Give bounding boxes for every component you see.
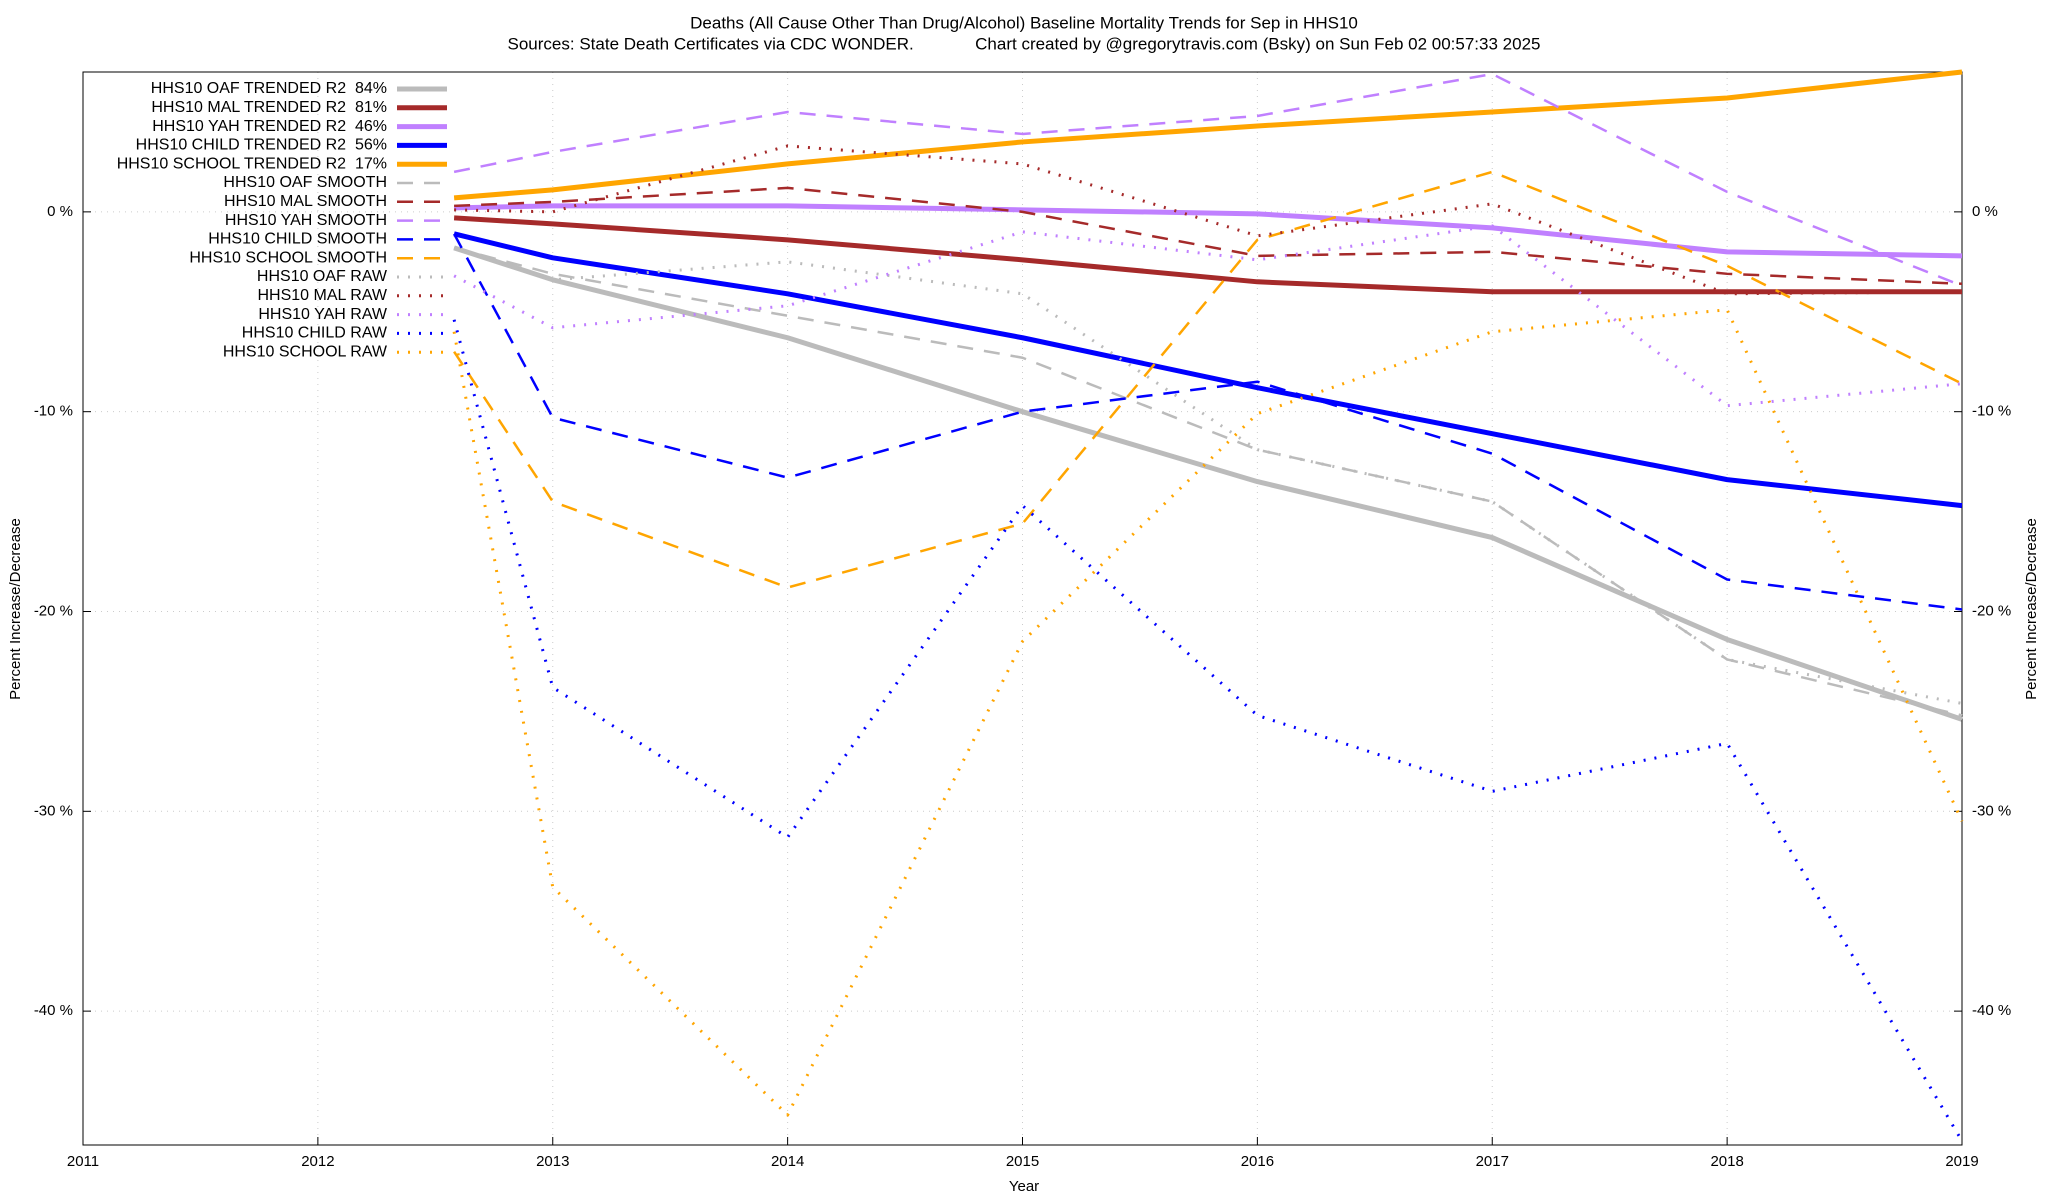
series-line [453, 170, 1963, 589]
legend-label: HHS10 YAH SMOOTH [225, 212, 387, 229]
series-line [454, 203, 1963, 259]
legend-label: HHS10 CHILD SMOOTH [208, 231, 387, 248]
legend-label: HHS10 MAL TRENDED R2 81% [151, 99, 387, 116]
series-line [453, 215, 1962, 295]
chart-subtitle: Sources: State Death Certificates via CD… [508, 34, 1541, 53]
y2-tick-label: 0 % [1972, 203, 1998, 220]
series-line [453, 231, 1963, 509]
x-tick-label: 2015 [1006, 1153, 1039, 1170]
y-tick-label: -10 % [34, 403, 73, 420]
y2-axis-label: Percent Increase/Decrease [2023, 518, 2040, 700]
legend-label: HHS10 MAL RAW [257, 287, 387, 304]
y-tick-label: 0 % [47, 203, 73, 220]
legend-label: HHS10 MAL SMOOTH [224, 193, 387, 210]
x-tick-label: 2014 [771, 1153, 804, 1170]
series-line [453, 246, 1963, 717]
series-line [453, 72, 1963, 287]
x-axis-label: Year [1009, 1178, 1039, 1195]
series-line [454, 186, 1963, 286]
x-tick-label: 2019 [1945, 1153, 1978, 1170]
legend-label: HHS10 SCHOOL RAW [223, 343, 388, 360]
legend-label: HHS10 CHILD TRENDED R2 56% [136, 137, 387, 154]
x-tick-label: 2013 [536, 1153, 569, 1170]
series-line [453, 69, 1963, 201]
legend-label: HHS10 CHILD RAW [242, 325, 388, 342]
series-line [453, 245, 1963, 722]
y-axis-label: Percent Increase/Decrease [7, 518, 24, 700]
series-line [454, 144, 1963, 296]
legend-label: HHS10 SCHOOL TRENDED R2 17% [117, 155, 387, 172]
y2-tick-label: -20 % [1972, 602, 2011, 619]
legend-label: HHS10 YAH TRENDED R2 46% [152, 118, 387, 135]
x-tick-label: 2017 [1476, 1153, 1509, 1170]
y-tick-label: -40 % [34, 1002, 73, 1019]
chart-title: Deaths (All Cause Other Than Drug/Alcoho… [690, 13, 1358, 32]
legend-label: HHS10 OAF RAW [257, 268, 388, 285]
y-tick-label: -30 % [34, 802, 73, 819]
x-tick-label: 2012 [301, 1153, 334, 1170]
legend-label: HHS10 YAH RAW [258, 306, 388, 323]
y2-tick-label: -10 % [1972, 403, 2011, 420]
x-tick-label: 2011 [67, 1153, 99, 1170]
series-line [452, 319, 1964, 1142]
legend-label: HHS10 OAF SMOOTH [223, 174, 387, 191]
x-tick-label: 2016 [1241, 1153, 1274, 1170]
series-line [453, 233, 1963, 611]
x-tick-label: 2018 [1710, 1153, 1743, 1170]
legend-label: HHS10 SCHOOL SMOOTH [189, 249, 387, 266]
y-tick-label: -20 % [34, 602, 73, 619]
series-line [453, 246, 1963, 705]
series-line [452, 308, 1964, 1117]
y2-tick-label: -40 % [1972, 1002, 2011, 1019]
y2-tick-label: -30 % [1972, 802, 2011, 819]
legend-label: HHS10 OAF TRENDED R2 84% [151, 80, 387, 97]
